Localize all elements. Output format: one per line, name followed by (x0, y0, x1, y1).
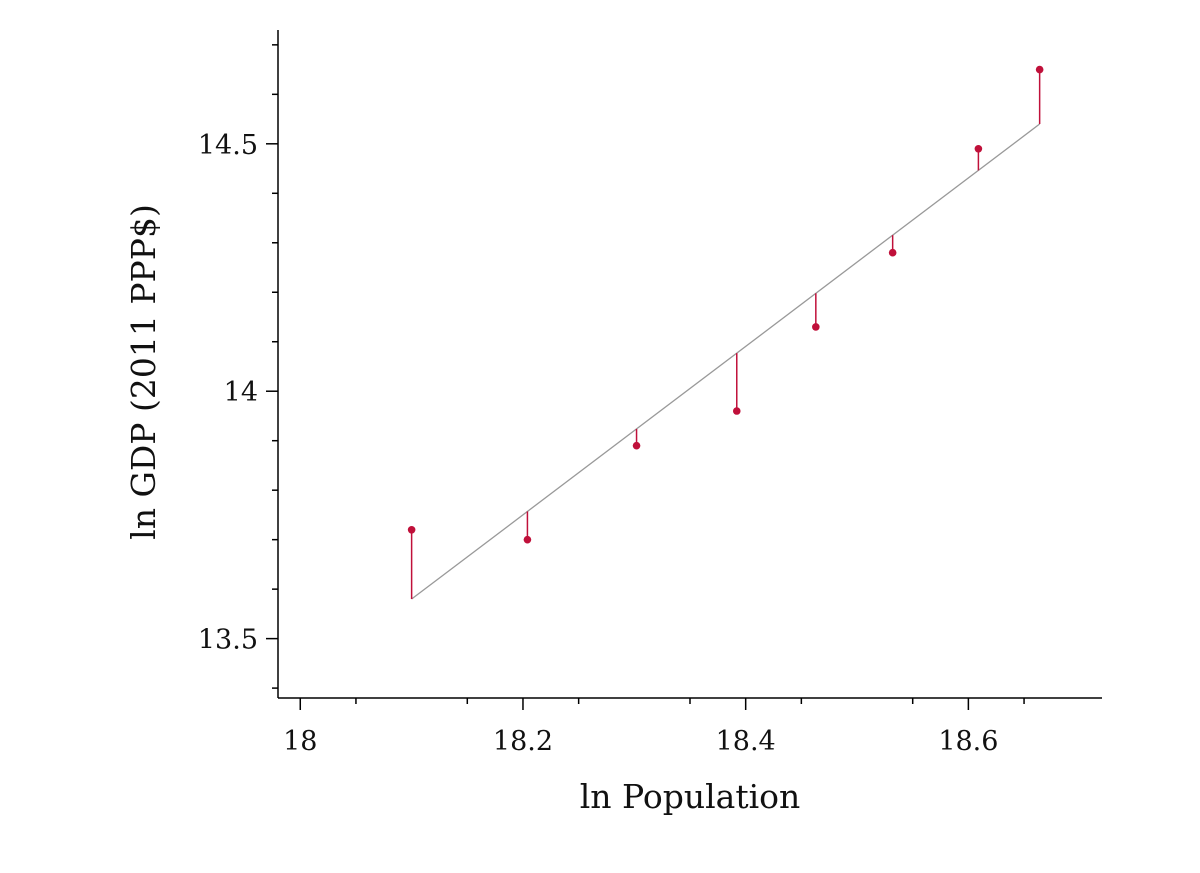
y-tick-label: 14.5 (198, 130, 258, 161)
data-point (632, 441, 641, 450)
minor-ticks (272, 44, 1025, 704)
data-point (407, 525, 416, 534)
x-tick-label: 18.2 (493, 726, 553, 757)
axes (277, 30, 1102, 699)
y-tick-label: 13.5 (198, 625, 258, 656)
data-point (888, 248, 897, 257)
data-point (1035, 65, 1044, 74)
fit-layer (411, 123, 1041, 600)
y-ticks: 13.5 14 14.5 (198, 130, 278, 656)
residual-layer (410, 69, 1041, 600)
x-ticks: 18 18.2 18.4 18.6 (283, 698, 998, 757)
fit-line (411, 123, 1041, 600)
y-axis-title: ln GDP (2011 PPP$) (124, 204, 163, 540)
x-tick-label: 18.6 (938, 726, 998, 757)
data-point (523, 535, 532, 544)
data-point (812, 323, 820, 331)
data-point (732, 407, 741, 415)
x-tick-label: 18 (283, 726, 317, 757)
point-layer (407, 65, 1044, 544)
y-tick-label: 14 (224, 377, 258, 408)
x-axis-title: ln Population (580, 777, 801, 816)
data-point (974, 144, 983, 153)
x-tick-label: 18.4 (716, 726, 776, 757)
